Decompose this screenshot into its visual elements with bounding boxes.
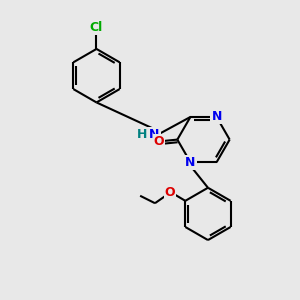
Text: Cl: Cl: [90, 21, 103, 34]
Text: H: H: [136, 128, 147, 141]
Text: O: O: [154, 135, 164, 148]
Text: N: N: [212, 110, 222, 123]
Text: N: N: [185, 156, 196, 169]
Text: O: O: [164, 186, 175, 199]
Text: N: N: [149, 128, 160, 141]
